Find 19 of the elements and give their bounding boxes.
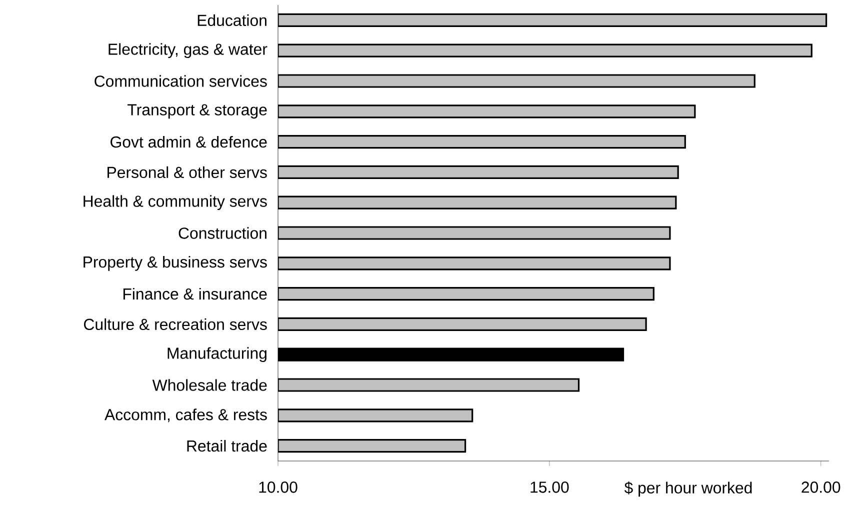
y-tick-label: Govt admin & defence [110, 136, 267, 148]
y-tick-label: Property & business servs [84, 256, 267, 271]
y-tick-label: Education [198, 14, 266, 26]
y-tick-label: Wholesale trade [152, 379, 267, 391]
y-tick-label: Communication services [94, 75, 267, 87]
y-tick-label: Accomm, cafes & rests [104, 408, 267, 422]
x-axis-title: $ per hour worked [624, 482, 752, 497]
y-tick-label: Culture & recreation servs [84, 318, 267, 330]
x-tick-label: 20.00 [802, 482, 840, 493]
y-tick-label: Health & community servs [84, 195, 267, 210]
y-tick-label: Manufacturing [168, 347, 266, 362]
y-tick-label: Personal & other servs [108, 166, 267, 178]
y-tick-label: Finance & insurance [123, 288, 267, 300]
y-tick-label: Transport & storage [128, 104, 267, 119]
y-tick-label: Retail trade [187, 440, 267, 452]
x-tick-label: 15.00 [530, 482, 569, 493]
x-tick-label: 10.00 [259, 482, 298, 493]
y-tick-label: Electricity, gas & water [108, 43, 268, 58]
y-tick-label: Construction [178, 227, 266, 239]
